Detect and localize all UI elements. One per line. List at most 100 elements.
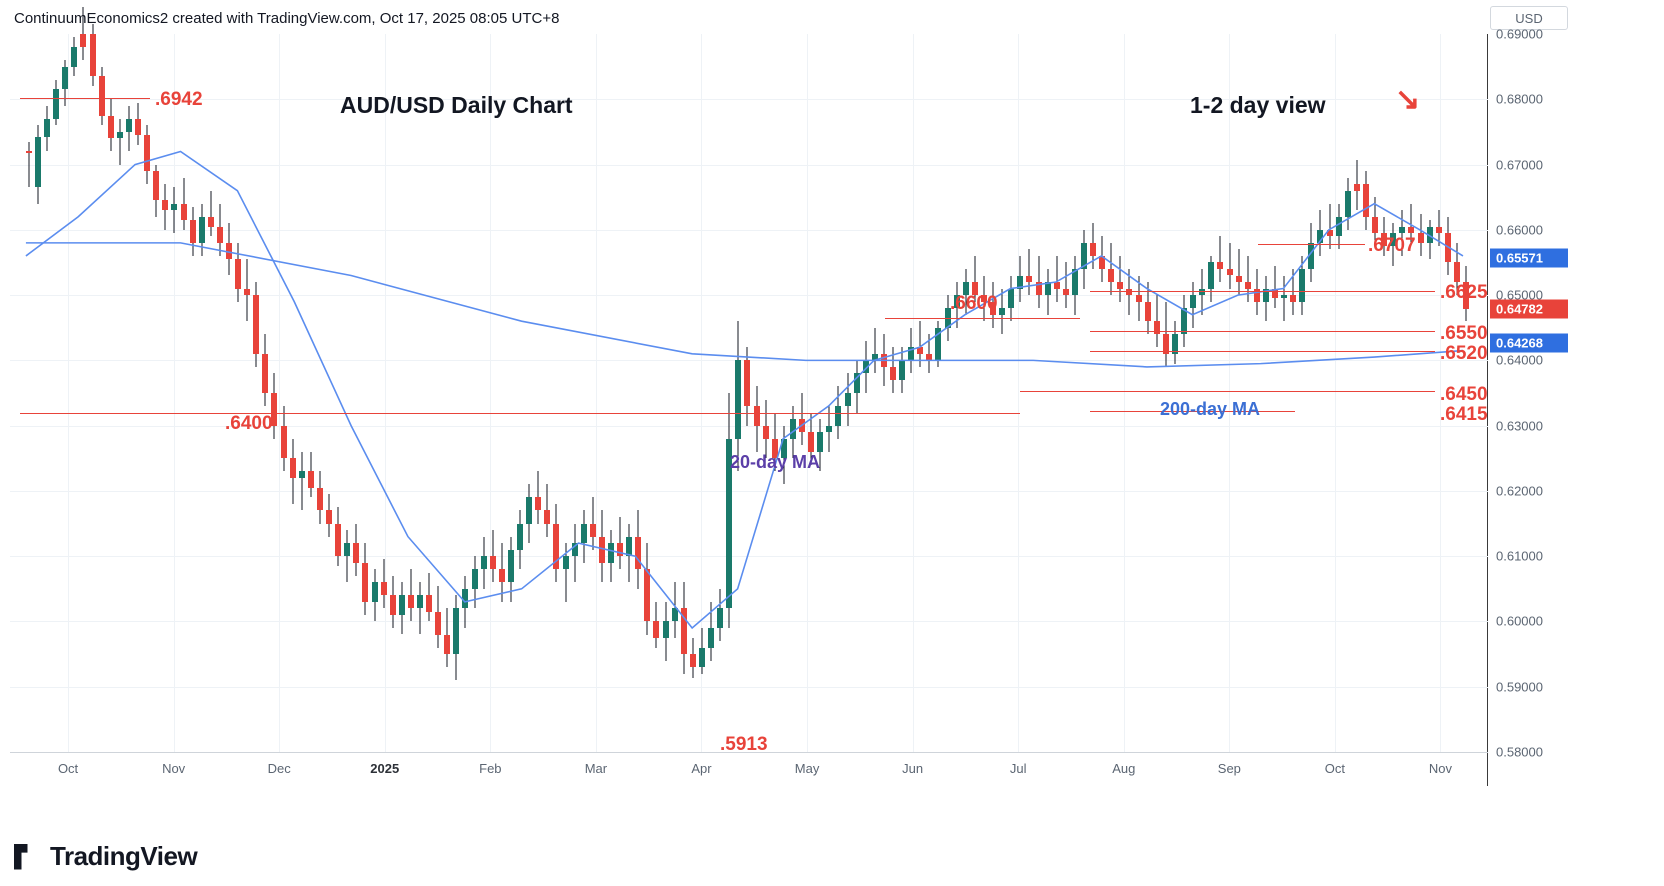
candle-body[interactable] — [1445, 233, 1451, 262]
candle-body[interactable] — [744, 360, 750, 406]
candle-body[interactable] — [1099, 256, 1105, 269]
candle-body[interactable] — [1145, 302, 1151, 322]
candle-body[interactable] — [1008, 289, 1014, 309]
candle-body[interactable] — [1117, 282, 1123, 289]
candle-body[interactable] — [208, 217, 214, 227]
candle-body[interactable] — [1290, 295, 1296, 302]
candle-body[interactable] — [135, 119, 141, 135]
candle-body[interactable] — [535, 497, 541, 510]
candle-body[interactable] — [53, 89, 59, 118]
candle-body[interactable] — [162, 200, 168, 210]
candle-body[interactable] — [153, 171, 159, 200]
candle-body[interactable] — [71, 47, 77, 67]
candle-body[interactable] — [663, 621, 669, 637]
candle-body[interactable] — [1427, 227, 1433, 243]
candle-body[interactable] — [735, 360, 741, 438]
candle-body[interactable] — [617, 543, 623, 556]
candle-body[interactable] — [390, 595, 396, 615]
candle-body[interactable] — [653, 621, 659, 637]
candle-body[interactable] — [826, 426, 832, 433]
candle-body[interactable] — [1045, 282, 1051, 295]
candle-body[interactable] — [62, 67, 68, 90]
candle-body[interactable] — [881, 354, 887, 367]
candle-body[interactable] — [462, 589, 468, 609]
candle-body[interactable] — [626, 537, 632, 557]
candle-body[interactable] — [299, 471, 305, 478]
candle-body[interactable] — [481, 556, 487, 569]
candle-body[interactable] — [572, 543, 578, 556]
candle-body[interactable] — [590, 524, 596, 537]
candle-body[interactable] — [171, 204, 177, 211]
candle-body[interactable] — [854, 373, 860, 393]
candle-body[interactable] — [344, 543, 350, 556]
candle-body[interactable] — [1308, 243, 1314, 269]
candle-body[interactable] — [80, 34, 86, 47]
candle-body[interactable] — [372, 582, 378, 602]
candle-body[interactable] — [553, 524, 559, 570]
candle-body[interactable] — [872, 354, 878, 361]
candle-body[interactable] — [490, 556, 496, 569]
candle-body[interactable] — [835, 406, 841, 426]
candle-body[interactable] — [1236, 276, 1242, 283]
candle-body[interactable] — [426, 595, 432, 611]
candle-body[interactable] — [635, 537, 641, 570]
candle-body[interactable] — [517, 524, 523, 550]
candle-body[interactable] — [1081, 243, 1087, 269]
candle-body[interactable] — [399, 595, 405, 615]
candle-body[interactable] — [308, 471, 314, 487]
candle-body[interactable] — [890, 367, 896, 380]
candle-body[interactable] — [226, 243, 232, 259]
candle-body[interactable] — [335, 524, 341, 557]
candle-body[interactable] — [1363, 184, 1369, 217]
candle-body[interactable] — [44, 119, 50, 137]
candle-body[interactable] — [1090, 243, 1096, 256]
candle-body[interactable] — [817, 432, 823, 452]
candle-body[interactable] — [99, 76, 105, 115]
candle-body[interactable] — [281, 426, 287, 459]
candlestick-plot[interactable]: .6942 .6400 .5913 .6600 .6707 .6625 .6550.6520… — [10, 34, 1488, 786]
candle-body[interactable] — [290, 458, 296, 478]
candle-body[interactable] — [1026, 276, 1032, 283]
candle-body[interactable] — [417, 595, 423, 608]
candle-body[interactable] — [1136, 295, 1142, 302]
candle-body[interactable] — [1408, 227, 1414, 234]
candle-body[interactable] — [1072, 269, 1078, 295]
candle-body[interactable] — [90, 34, 96, 76]
candle-body[interactable] — [544, 510, 550, 523]
candle-body[interactable] — [926, 354, 932, 361]
candle-body[interactable] — [1345, 191, 1351, 217]
candle-body[interactable] — [1317, 230, 1323, 243]
candle-body[interactable] — [1227, 269, 1233, 276]
candle-body[interactable] — [672, 608, 678, 621]
candle-body[interactable] — [362, 563, 368, 602]
candle-body[interactable] — [690, 654, 696, 667]
candle-body[interactable] — [1327, 230, 1333, 237]
candle-body[interactable] — [1208, 262, 1214, 288]
candle-body[interactable] — [1354, 184, 1360, 191]
candle-body[interactable] — [199, 217, 205, 243]
candle-body[interactable] — [126, 119, 132, 132]
candle-body[interactable] — [144, 135, 150, 171]
candle-body[interactable] — [899, 360, 905, 380]
candle-body[interactable] — [444, 635, 450, 655]
candle-body[interactable] — [1418, 233, 1424, 243]
candle-body[interactable] — [1454, 262, 1460, 282]
candle-body[interactable] — [26, 151, 32, 152]
candle-body[interactable] — [917, 347, 923, 354]
candle-body[interactable] — [381, 582, 387, 595]
candle-body[interactable] — [644, 569, 650, 621]
candle-body[interactable] — [453, 608, 459, 654]
candle-body[interactable] — [1336, 217, 1342, 237]
candle-body[interactable] — [117, 132, 123, 139]
candle-body[interactable] — [935, 328, 941, 361]
candle-body[interactable] — [253, 295, 259, 354]
candle-body[interactable] — [790, 419, 796, 439]
candle-body[interactable] — [1399, 227, 1405, 234]
candle-body[interactable] — [845, 393, 851, 406]
candle-body[interactable] — [699, 648, 705, 668]
candle-body[interactable] — [999, 308, 1005, 315]
candle-body[interactable] — [1299, 269, 1305, 302]
candle-body[interactable] — [35, 137, 41, 187]
candle-body[interactable] — [181, 204, 187, 220]
candle-body[interactable] — [1245, 282, 1251, 289]
